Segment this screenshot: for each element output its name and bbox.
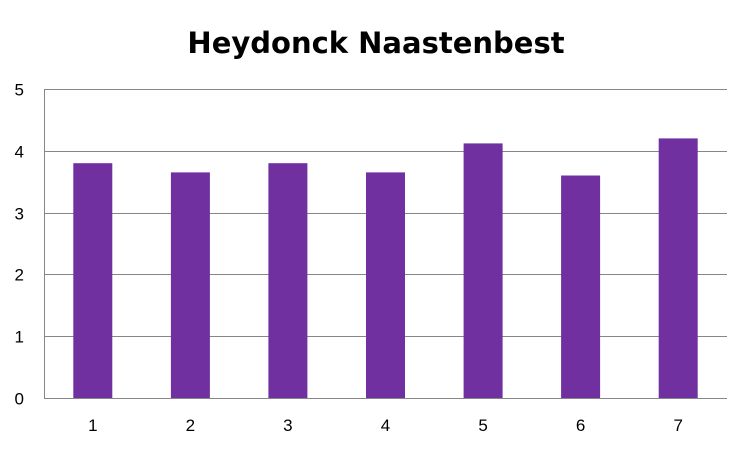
y-tick-label-5: 5 bbox=[15, 81, 24, 100]
x-axis-tick-labels: 1 2 3 4 5 6 7 bbox=[88, 416, 683, 435]
y-tick-label-2: 2 bbox=[15, 266, 24, 285]
y-tick-label-3: 3 bbox=[15, 205, 24, 224]
bar-1 bbox=[73, 163, 113, 398]
bar-2 bbox=[170, 172, 210, 398]
y-tick-label-1: 1 bbox=[15, 328, 24, 347]
y-tick-label-4: 4 bbox=[15, 143, 24, 162]
axes bbox=[44, 89, 727, 399]
y-axis-tick-labels: 0 1 2 3 4 5 bbox=[15, 81, 24, 409]
bar-6 bbox=[561, 175, 601, 398]
bars bbox=[73, 138, 698, 398]
bar-7 bbox=[658, 138, 698, 398]
x-tick-label-5: 5 bbox=[478, 416, 487, 435]
x-tick-label-6: 6 bbox=[576, 416, 585, 435]
x-tick-label-2: 2 bbox=[186, 416, 195, 435]
bar-5 bbox=[463, 143, 503, 398]
bar-4 bbox=[366, 172, 405, 398]
bar-3 bbox=[268, 163, 308, 398]
y-tick-label-0: 0 bbox=[15, 390, 24, 409]
chart-title: Heydonck Naastenbest bbox=[187, 26, 564, 60]
x-tick-label-4: 4 bbox=[381, 416, 390, 435]
x-tick-label-7: 7 bbox=[673, 416, 682, 435]
x-tick-label-3: 3 bbox=[283, 416, 292, 435]
x-tick-label-1: 1 bbox=[88, 416, 97, 435]
